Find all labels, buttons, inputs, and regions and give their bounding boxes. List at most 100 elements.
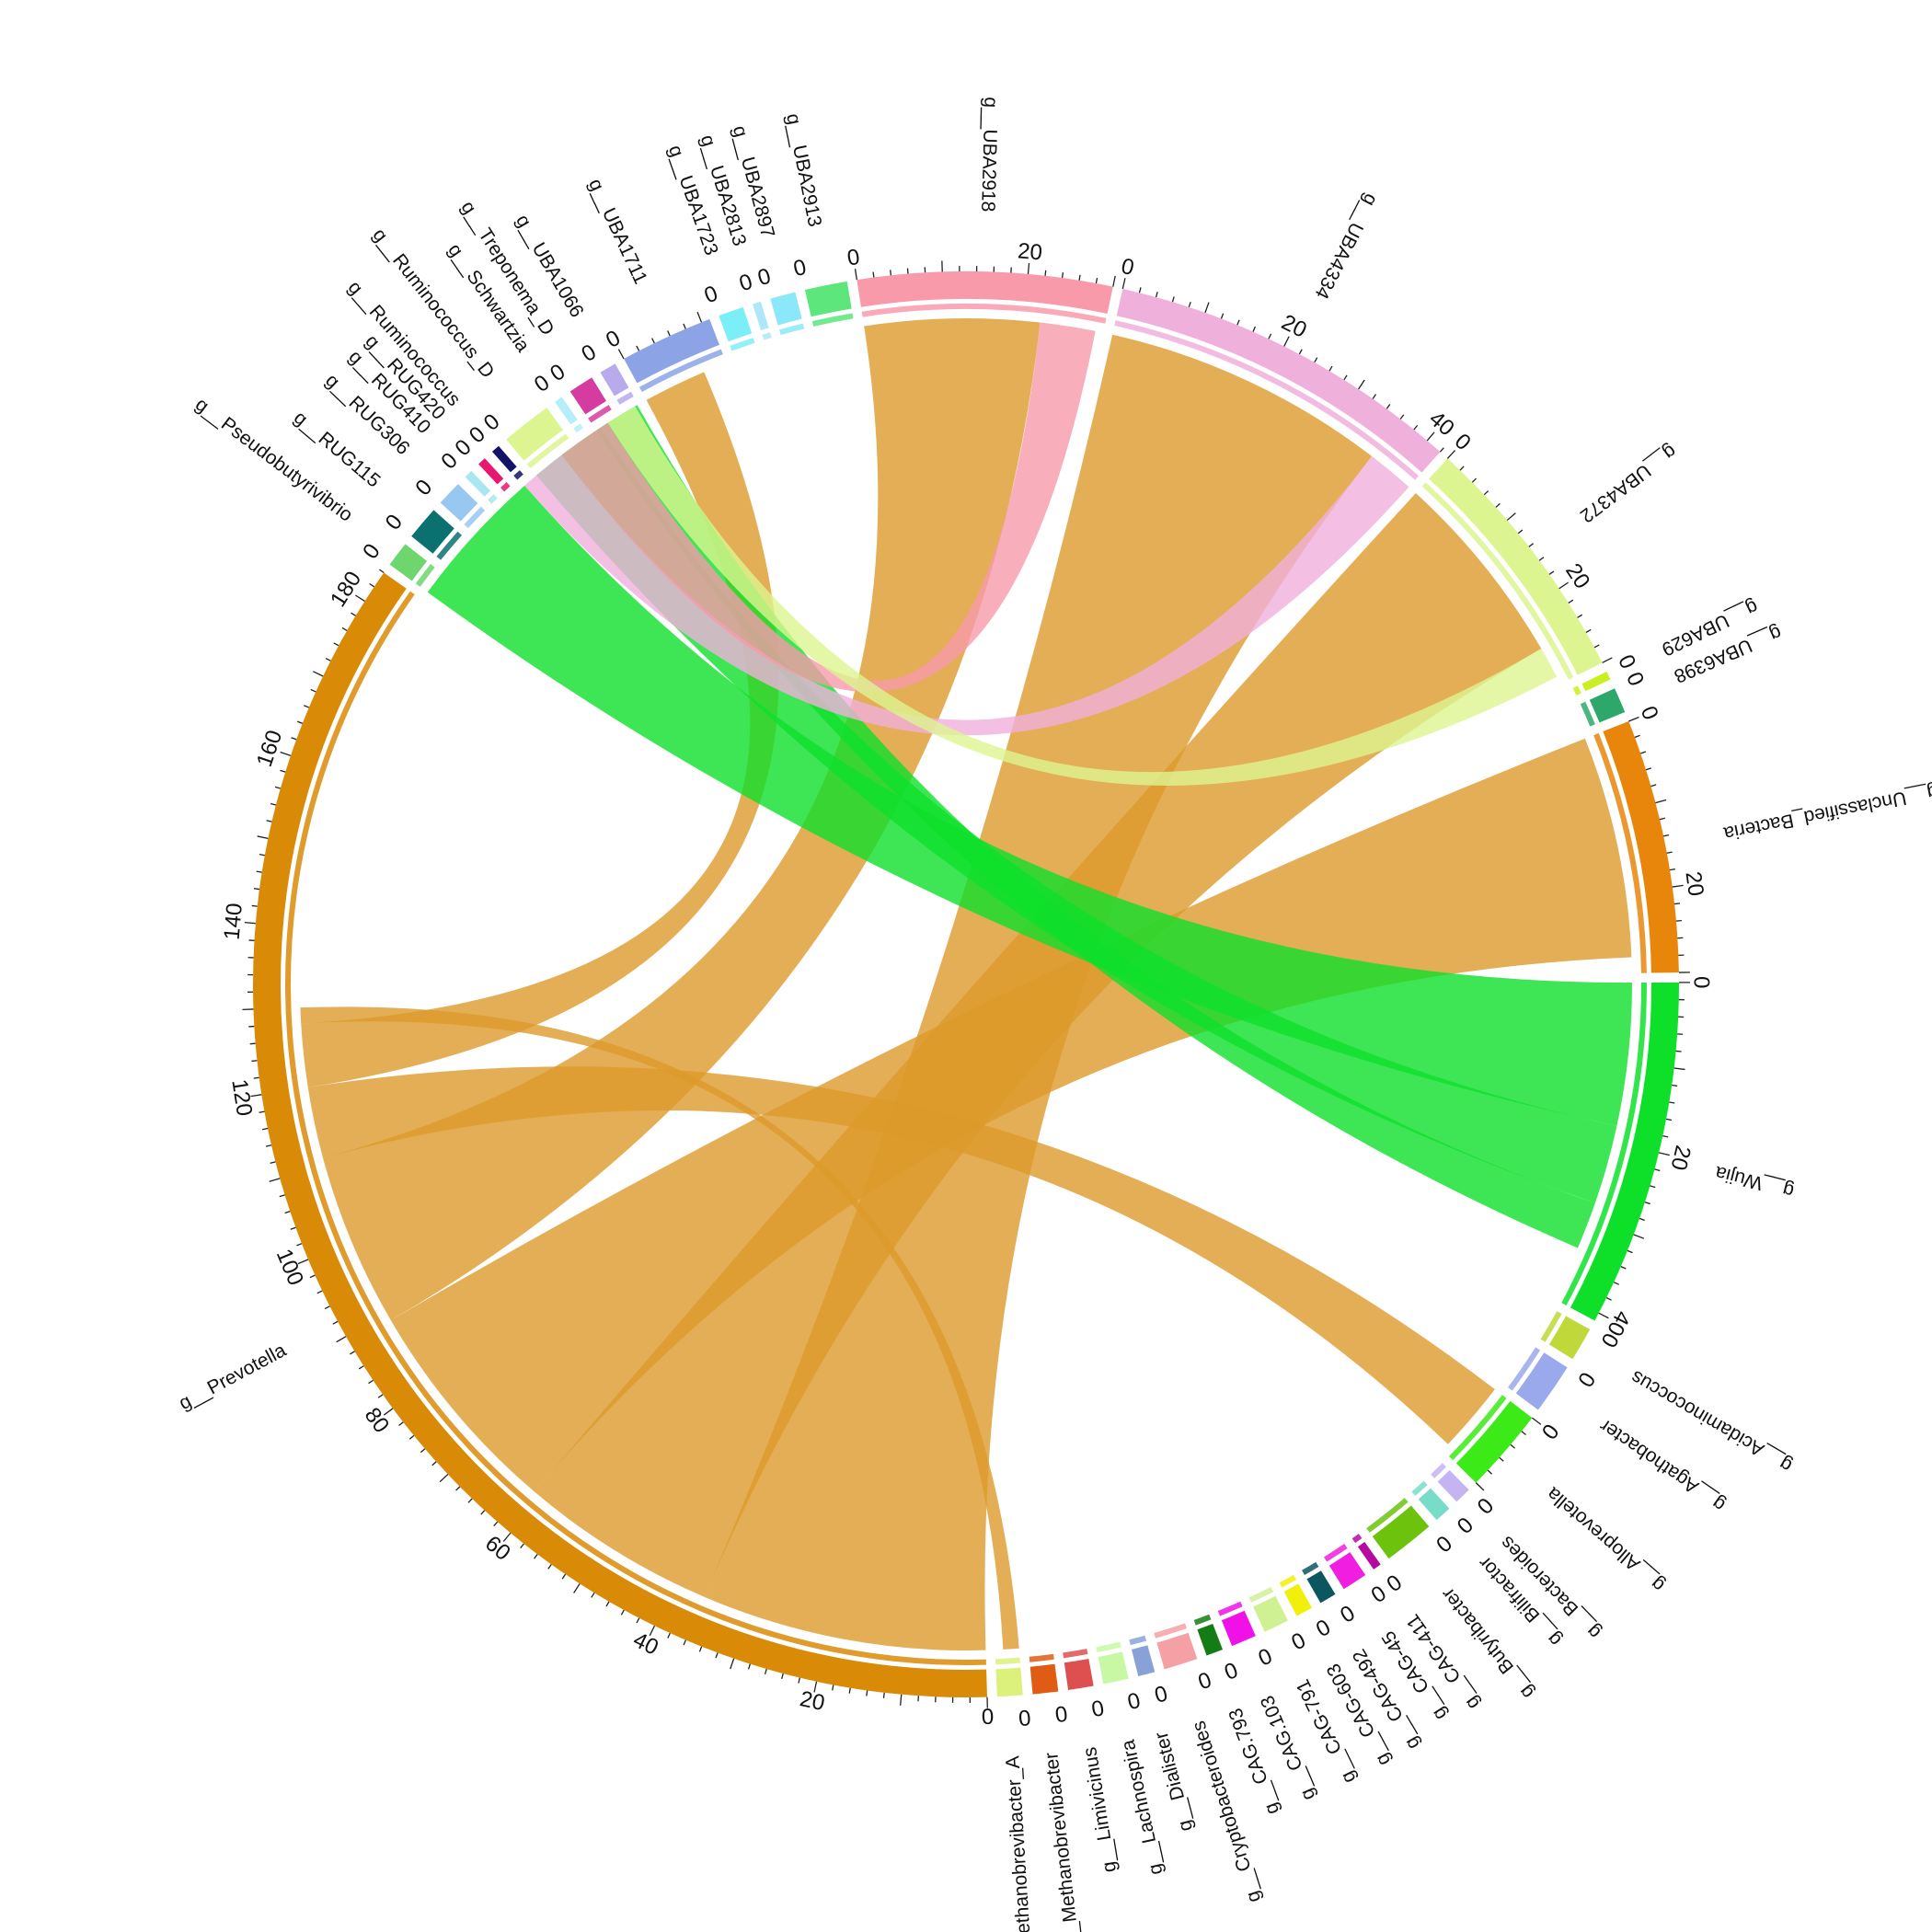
sector-uba4334 [1116, 288, 1441, 473]
tick-mark [310, 688, 316, 693]
tick-mark [368, 1379, 374, 1385]
tick-mark [1673, 903, 1681, 905]
tick-mark [1188, 301, 1191, 308]
tick-label: 0 [982, 1705, 995, 1730]
link-prevotella-unclassified_bacteria [390, 738, 1632, 1492]
sector-track-rug410 [488, 494, 498, 504]
sector-track-cag-103 [1217, 1601, 1243, 1616]
tick-mark [1495, 502, 1501, 508]
sector-track-butyribacter [1366, 1498, 1409, 1533]
tick-label: 0 [1613, 651, 1640, 673]
tick-label: 20 [1017, 238, 1043, 265]
tick-mark [1605, 1296, 1612, 1301]
tick-label: 0 [1366, 1580, 1390, 1607]
tick-mark [378, 569, 385, 574]
tick-mark [1121, 278, 1126, 290]
tick-mark [1155, 292, 1158, 298]
tick-mark [266, 820, 272, 822]
link-prevotella-uba1711 [301, 372, 779, 1087]
tick-mark [605, 1601, 610, 1607]
sector-butyribacter [1372, 1505, 1430, 1559]
tick-mark [667, 330, 671, 337]
sector-schwartzia [555, 397, 578, 425]
tick-mark [520, 1543, 524, 1549]
tick-mark [1268, 333, 1272, 339]
tick-mark [848, 1687, 851, 1694]
sector-track-methanobrevibacter [1029, 1653, 1054, 1662]
sector-uba1711 [624, 318, 719, 384]
tick-label: 0 [1125, 1686, 1143, 1713]
tick-mark [253, 888, 260, 891]
tick-mark [1439, 447, 1444, 453]
tick-mark [377, 1394, 384, 1398]
sector-track-bacteroides [1431, 1463, 1447, 1478]
tick-mark [698, 1646, 703, 1652]
tick-mark [1662, 1134, 1669, 1138]
tick-mark [1669, 1101, 1675, 1104]
sector-methanobrevibacter [1029, 1663, 1059, 1695]
sector-track-ruminococcus-d [526, 433, 569, 469]
tick-mark [279, 1194, 285, 1198]
tick-mark [1298, 349, 1303, 355]
tick-mark [1568, 599, 1574, 604]
tick-mark [1658, 1152, 1670, 1156]
tick-mark [244, 922, 256, 925]
tick-label: 0 [358, 539, 385, 564]
sector-treponema-d [569, 377, 607, 415]
tick-mark [333, 642, 339, 647]
sector-track-uba2918 [861, 304, 1107, 324]
tick-mark [1675, 919, 1682, 922]
tick-mark [715, 1652, 719, 1659]
tick-mark [1672, 884, 1684, 888]
tick-label: 20 [1680, 870, 1708, 898]
sector-label-uba2913: g__UBA2913 [782, 111, 825, 228]
sector-label-methanobrevibacter-a: g__Methanobrevibacter_A [1002, 1755, 1037, 1932]
tick-mark [280, 769, 286, 773]
tick-mark [350, 1351, 355, 1355]
link-uba2918-pseudobutyrivibrio [561, 322, 1096, 693]
tick-mark [1662, 834, 1670, 837]
sector-pseudobutyrivibrio [389, 544, 428, 581]
sector-agathobacter [1515, 1352, 1568, 1410]
tick-mark [696, 311, 703, 323]
tick-label: 0 [791, 255, 809, 282]
tick-mark [332, 1320, 339, 1325]
tick-mark [1506, 512, 1516, 521]
sector-track-rug420 [500, 481, 511, 492]
tick-label: 0 [1221, 1657, 1241, 1685]
tick-mark [1675, 1050, 1682, 1052]
sector-cag-492 [1306, 1570, 1336, 1604]
links-layer [300, 318, 1633, 1651]
sector-track-cag-492 [1302, 1561, 1319, 1576]
tick-mark [667, 1632, 671, 1639]
tick-mark [636, 1617, 640, 1624]
tick-mark [431, 1461, 437, 1466]
tick-mark [270, 1161, 276, 1165]
sector-label-unclassified-bacteria: g__Unclassified_Bacteria [1721, 780, 1932, 844]
sector-rug410 [465, 470, 491, 497]
tick-mark [269, 1178, 281, 1182]
sector-track-uba2913 [811, 313, 854, 327]
sector-label-alloprevotella: g__Alloprevotella [1543, 1483, 1669, 1596]
tick-mark [1654, 1168, 1661, 1172]
sector-cag-411 [1357, 1542, 1381, 1570]
tick-mark [620, 1609, 625, 1616]
sector-cryptobacteroides [1156, 1632, 1198, 1670]
sector-label-uba4372: g__UBA4372 [1576, 441, 1680, 527]
tick-mark [1171, 296, 1175, 303]
tick-mark [358, 1365, 364, 1370]
sector-label-methanobrevibacter: g__Methanobrevibacter [1041, 1752, 1084, 1932]
sector-uba6398 [1589, 688, 1626, 723]
tick-mark [324, 1305, 330, 1310]
sector-track-alloprevotella [1448, 1395, 1507, 1461]
sector-track-uba4372 [1421, 482, 1574, 680]
tick-label: 0 [1689, 976, 1714, 988]
tick-mark [1471, 477, 1478, 483]
tick-mark [259, 853, 265, 857]
tick-mark [1204, 302, 1210, 314]
tick-mark [900, 1694, 903, 1706]
tick-mark [1095, 278, 1098, 284]
tick-label: 0 [546, 359, 569, 386]
tick-mark [480, 1510, 486, 1515]
tick-label: 0 [381, 510, 408, 535]
